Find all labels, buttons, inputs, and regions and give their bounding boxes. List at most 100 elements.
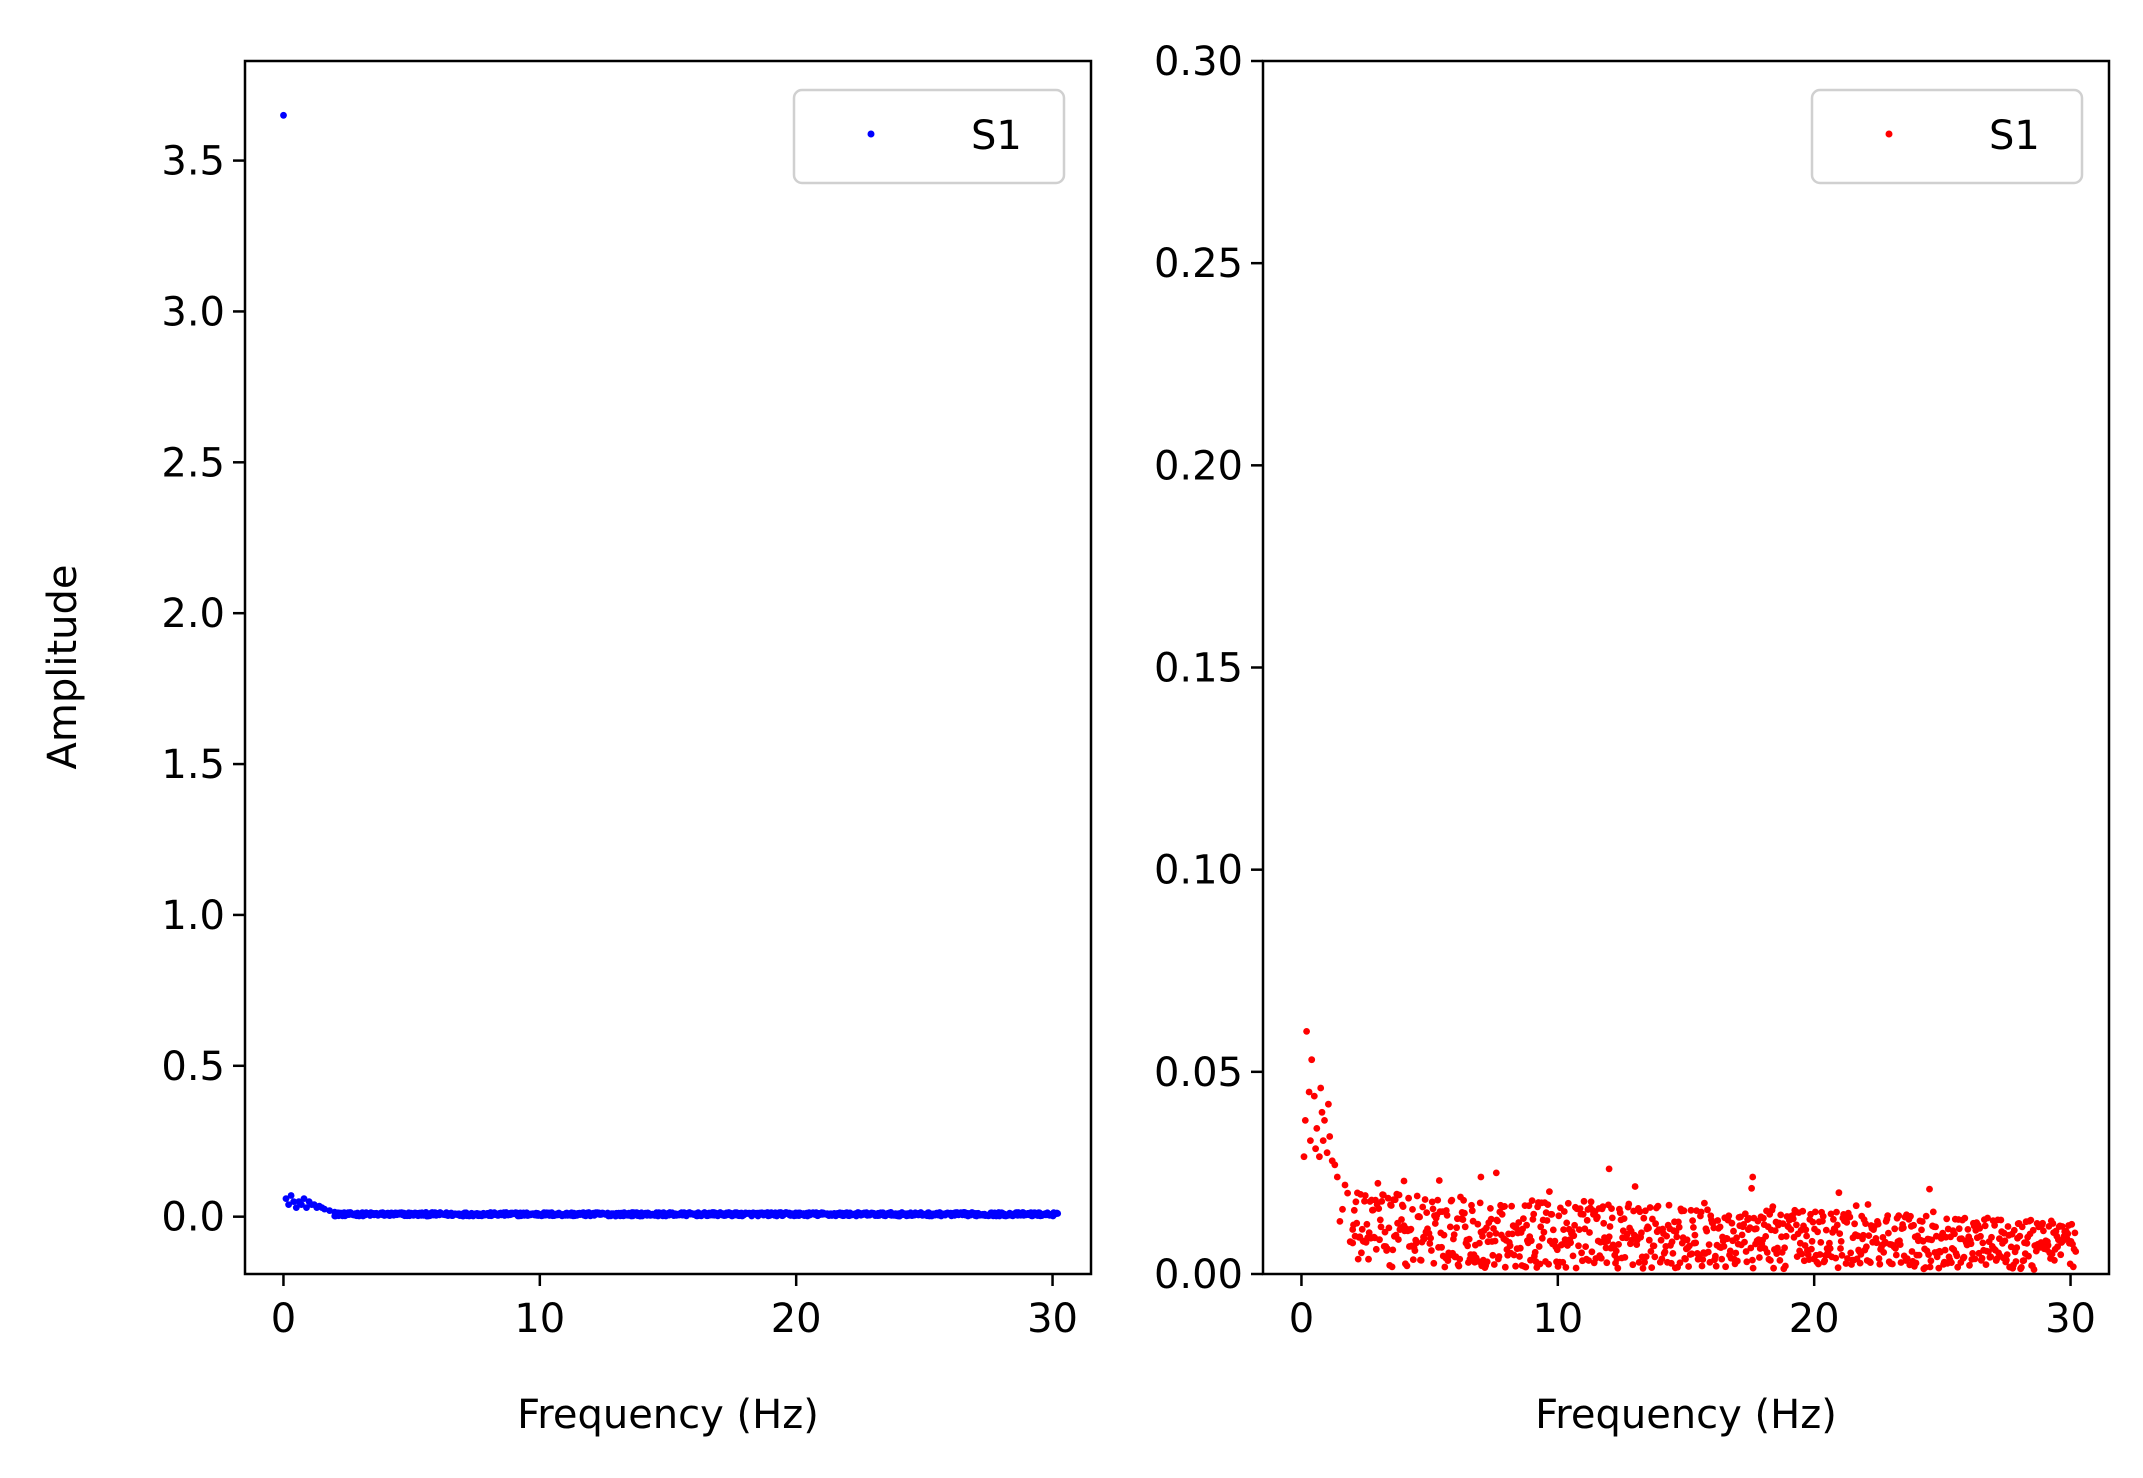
data-point <box>1802 1226 1810 1234</box>
data-point <box>1827 1210 1835 1218</box>
data-point <box>1982 1261 1990 1268</box>
data-point <box>1407 1225 1415 1233</box>
data-point <box>1769 1203 1777 1210</box>
data-point <box>1483 1258 1491 1266</box>
data-point <box>1740 1221 1748 1228</box>
data-point <box>1372 1245 1380 1253</box>
data-point <box>1388 1263 1396 1271</box>
data-point <box>1325 1100 1332 1108</box>
data-point <box>1985 1248 1992 1255</box>
data-point <box>1884 1212 1892 1219</box>
data-point <box>1560 1226 1567 1233</box>
data-point <box>1399 1203 1407 1210</box>
data-point <box>1427 1234 1434 1242</box>
data-point <box>1928 1236 1936 1244</box>
data-point <box>1409 1206 1416 1213</box>
data-point <box>1716 1223 1724 1231</box>
data-point <box>2018 1223 2026 1231</box>
data-point <box>1918 1218 1926 1225</box>
data-point <box>1690 1224 1697 1231</box>
data-point <box>1506 1242 1514 1250</box>
data-point <box>1350 1206 1358 1214</box>
data-point <box>1538 1234 1546 1242</box>
data-point <box>1722 1263 1729 1271</box>
right-panel: 0 10 20 30 0.00 0.05 0.10 0.15 0.20 0.25 0.30 Fre… <box>1154 39 2111 1438</box>
data-point <box>1530 1210 1538 1218</box>
left-panel: 0 10 20 30 0.0 0.5 1.0 1.5 2.0 2.5 3.0 3.5 Frequen… <box>40 59 1093 1438</box>
data-point <box>1365 1255 1372 1263</box>
data-point <box>1668 1238 1676 1246</box>
data-point <box>1312 1145 1319 1153</box>
data-point <box>1608 1214 1616 1222</box>
data-point <box>1594 1213 1601 1221</box>
data-point <box>1383 1245 1391 1252</box>
data-point <box>1680 1207 1688 1215</box>
data-point <box>1339 1205 1346 1213</box>
data-point <box>1932 1223 1939 1231</box>
data-point <box>1756 1254 1763 1261</box>
data-point <box>1567 1239 1574 1247</box>
y-tick-label: 0.05 <box>1154 1050 1243 1096</box>
data-point <box>1876 1260 1884 1268</box>
data-point <box>1525 1202 1533 1210</box>
data-point <box>1689 1217 1696 1224</box>
right-x-axis-label: Frequency (Hz) <box>1535 1392 1837 1438</box>
data-point <box>1749 1264 1757 1272</box>
x-tick-label: 10 <box>1532 1296 1583 1342</box>
data-point <box>1429 1205 1437 1213</box>
data-point <box>1704 1206 1711 1214</box>
data-point <box>1483 1224 1490 1232</box>
data-point <box>1977 1232 1984 1240</box>
data-point <box>1409 1256 1417 1263</box>
data-point <box>2025 1252 2032 1260</box>
data-point <box>1476 1239 1483 1247</box>
data-point <box>2051 1256 2058 1264</box>
left-x-axis: 0 10 20 30 <box>271 1274 1078 1342</box>
right-legend: S1 <box>1810 88 2084 185</box>
data-point <box>2069 1263 2077 1271</box>
data-point <box>287 1192 295 1199</box>
data-point <box>1701 1199 1708 1207</box>
data-point <box>1733 1234 1740 1242</box>
data-point <box>1661 1248 1669 1256</box>
data-point <box>1907 1212 1914 1220</box>
y-tick-label: 0.20 <box>1154 443 1243 489</box>
data-point <box>1608 1205 1615 1212</box>
data-point <box>1597 1254 1605 1262</box>
data-point <box>1420 1235 1428 1243</box>
x-tick-label: 20 <box>1789 1296 1840 1342</box>
data-point <box>1536 1260 1544 1268</box>
data-point <box>1688 1250 1696 1258</box>
data-point <box>1323 1149 1331 1157</box>
data-point <box>1685 1263 1692 1270</box>
data-point <box>1428 1198 1436 1206</box>
data-point <box>1479 1232 1486 1240</box>
data-point <box>1490 1261 1498 1268</box>
data-point <box>1468 1201 1475 1209</box>
data-point <box>1811 1208 1819 1216</box>
data-point <box>1808 1245 1815 1253</box>
data-point <box>1929 1208 1937 1216</box>
y-tick-label: 2.5 <box>161 440 225 486</box>
x-tick-label: 0 <box>1289 1296 1314 1342</box>
data-point <box>1492 1230 1500 1237</box>
data-point <box>1520 1215 1527 1222</box>
data-point <box>1809 1218 1817 1226</box>
y-tick-label: 0.25 <box>1154 241 1243 287</box>
data-point <box>1559 1258 1567 1266</box>
data-point <box>1864 1201 1872 1208</box>
data-point <box>1625 1200 1633 1208</box>
data-point <box>1712 1262 1720 1270</box>
data-point <box>1943 1215 1951 1223</box>
data-point <box>1646 1204 1654 1211</box>
data-point <box>1303 1028 1310 1035</box>
x-tick-label: 30 <box>1027 1296 1078 1342</box>
data-point <box>1782 1262 1789 1270</box>
data-point <box>1561 1236 1569 1244</box>
data-point <box>1486 1231 1493 1239</box>
data-point <box>2049 1220 2057 1227</box>
data-point <box>1673 1233 1681 1241</box>
data-point <box>1054 1210 1062 1217</box>
data-point <box>1587 1198 1595 1206</box>
data-point <box>1767 1257 1774 1264</box>
